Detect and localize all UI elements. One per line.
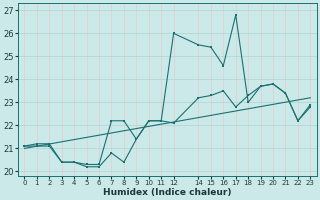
X-axis label: Humidex (Indice chaleur): Humidex (Indice chaleur) (103, 188, 232, 197)
